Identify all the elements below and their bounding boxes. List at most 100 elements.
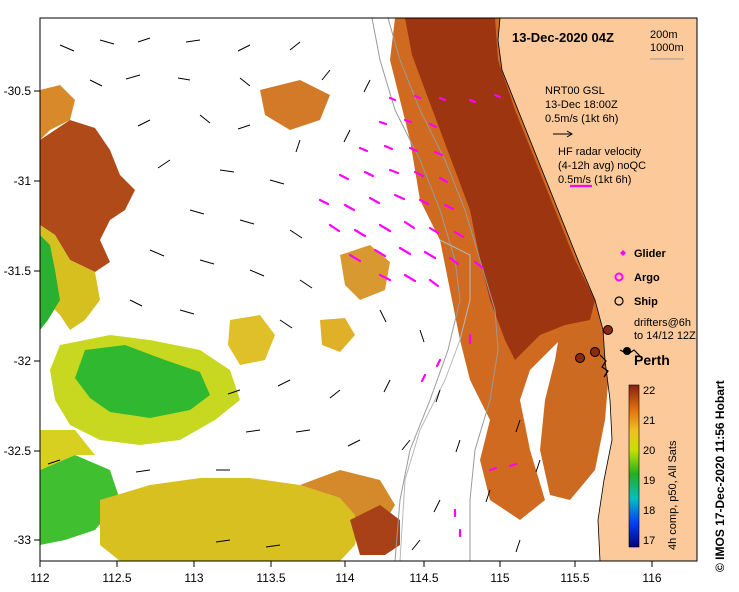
drifter-track (599, 354, 609, 378)
model-arrow (199, 114, 211, 124)
hf-arrow (373, 248, 387, 258)
model-arrow (99, 39, 115, 45)
contour-200m (387, 18, 499, 561)
hf-arrow (338, 173, 350, 181)
model-arrow (433, 499, 441, 513)
city-label-perth: Perth (634, 352, 670, 368)
model-arrow (515, 419, 521, 433)
hf-arrow (433, 150, 444, 157)
drifters-legend-label: drifters@6h (634, 317, 691, 329)
land-western-australia (497, 18, 697, 561)
model-arrow (227, 389, 241, 395)
hf-arrow (408, 146, 419, 153)
sst-patch-coastal-orange (540, 320, 610, 500)
lat-tick-label: -33 (14, 533, 32, 547)
model-arrow (157, 159, 171, 169)
lon-tick-label: 114 (335, 571, 354, 585)
colorbar-label: 4h comp, p50, All Sats (667, 440, 679, 550)
model-arrow (249, 269, 265, 277)
platform-markers (575, 325, 641, 378)
model-arrow (179, 309, 195, 315)
model-arrow (295, 139, 301, 153)
model-arrow (177, 77, 191, 81)
hf-arrow (468, 98, 477, 104)
colorbar-ticks: 22 21 20 19 18 17 (643, 385, 655, 547)
model-arrow (245, 429, 261, 433)
argo-legend-symbol (614, 272, 624, 282)
model-arrow (269, 179, 285, 185)
ship-marker (575, 353, 585, 363)
model-arrow (137, 37, 151, 43)
hf-arrow (493, 93, 502, 99)
hf-arrow (328, 223, 341, 233)
model-arrow (149, 249, 165, 257)
colorbar-tick-label: 18 (643, 505, 655, 517)
model-arrow (277, 379, 291, 387)
hf-arrow (428, 122, 438, 129)
sst-patch-west-green (40, 235, 60, 330)
glider-legend-symbol (620, 250, 626, 256)
model-arrow (125, 74, 141, 80)
model-arrow (289, 229, 303, 239)
lat-tick-label: -31.5 (4, 264, 32, 278)
hf-arrow (353, 228, 367, 238)
plot-border (39, 17, 698, 562)
hf-radar-title: HF radar velocity (558, 146, 642, 158)
model-arrow (343, 129, 351, 143)
hf-arrow (378, 273, 392, 282)
sst-patch-south-yellow (100, 478, 360, 561)
model-arrow (295, 429, 311, 433)
colorbar-tick-label: 17 (643, 535, 655, 547)
model-arrow (265, 544, 281, 548)
hf-arrow (393, 193, 406, 201)
hf-arrow (378, 223, 392, 233)
model-arrow (401, 439, 411, 451)
model-arrow (237, 124, 251, 130)
colorbar-tick-label: 19 (643, 475, 655, 487)
hf-arrow (348, 253, 362, 263)
model-source-label: NRT00 GSL (545, 85, 605, 97)
depth-legend-1000m: 1000m (650, 42, 684, 54)
hf-radar-scale-label: 0.5m/s (1kt 6h) (558, 174, 631, 186)
model-arrow (89, 79, 103, 87)
model-arrow (383, 379, 391, 393)
colorbar-tick-label: 21 (643, 415, 655, 427)
sst-patch-leeuwin-brown (405, 18, 595, 360)
model-arrow (321, 69, 331, 81)
hf-arrow (438, 96, 447, 102)
hf-arrow (423, 250, 437, 260)
hf-arrow (383, 144, 394, 151)
model-arrow (515, 539, 521, 553)
lon-tick-label: 114.5 (409, 571, 438, 585)
hf-arrow (363, 170, 375, 178)
model-arrow (199, 259, 215, 265)
hf-arrow (420, 373, 427, 383)
lon-tick-labels: 112 112.5 113 113.5 114 114.5 115 115.5 … (30, 571, 661, 585)
credit-label: © IMOS 17-Dec-2020 11:56 Hobart (713, 380, 727, 572)
model-current-arrows (47, 37, 541, 553)
hf-arrow (428, 278, 440, 288)
model-arrow (185, 39, 201, 43)
hf-arrow (488, 466, 498, 472)
model-arrow (419, 329, 425, 343)
model-arrow (215, 539, 231, 543)
lon-tick-label: 113.5 (256, 571, 285, 585)
hf-arrow (443, 203, 455, 211)
colorbar-tick-label: 22 (643, 385, 655, 397)
hf-arrow (448, 256, 460, 266)
sst-patch-west-orange (40, 85, 75, 140)
model-arrow (455, 439, 461, 453)
model-arrow (347, 439, 361, 447)
model-arrow (129, 299, 143, 307)
ship-legend-label: Ship (634, 296, 658, 308)
drifters-legend-time: to 14/12 12Z (634, 330, 696, 342)
lon-tick-label: 112.5 (102, 571, 131, 585)
model-arrow (239, 219, 255, 225)
lat-tick-labels: -30.5 -31 -31.5 -32 -32.5 -33 (4, 84, 32, 547)
sst-patch-mid-yellow (228, 315, 275, 365)
model-arrow (279, 319, 293, 329)
ship-marker (603, 325, 613, 335)
lon-tick-label: 115.5 (560, 571, 589, 585)
model-arrow (135, 469, 151, 473)
sst-patch-mid-orange (340, 245, 390, 300)
